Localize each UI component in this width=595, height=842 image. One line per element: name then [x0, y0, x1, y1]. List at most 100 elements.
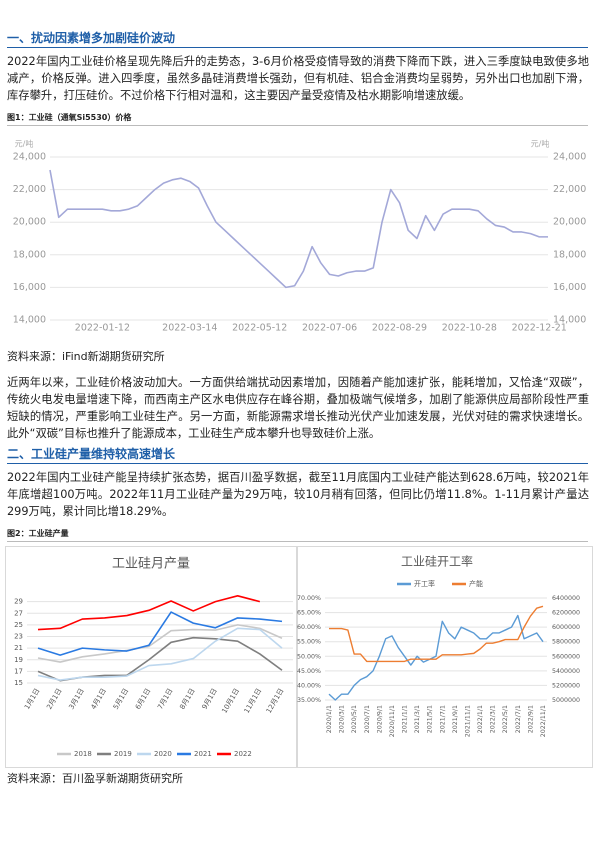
x-tick-label: 2021/3/1: [414, 705, 421, 733]
y-tick-label: 21: [14, 644, 23, 652]
x-tick-label: 2021/5/1: [427, 705, 434, 733]
x-tick-label: 2022/9/1: [527, 705, 534, 733]
y-tick-label: 60.00%: [297, 624, 321, 631]
y-tick-label: 18,000: [13, 249, 46, 260]
x-tick-label: 2022-10-28: [442, 323, 497, 334]
y2-tick-label: 5200000: [552, 682, 580, 689]
series-line: [329, 605, 544, 663]
chart-frame: [297, 546, 593, 768]
paragraph: 近两年以来，工业硅价格波动加大。一方面供给端扰动因素增加，因随着产能加速扩张，能…: [7, 376, 589, 440]
y2-tick-label: 5400000: [552, 668, 580, 675]
x-tick-label: 5月1日: [112, 687, 130, 711]
series-line: [37, 611, 283, 656]
x-tick-label: 7月1日: [156, 687, 174, 711]
figure-label: 图1：工业硅（通氧Si5530）价格: [7, 113, 132, 122]
y-tick-label: 40.00%: [297, 682, 321, 689]
section-heading: 一、扰动因素增多加剧硅价波动: [7, 31, 176, 45]
y-tick-label: 50.00%: [297, 653, 321, 660]
y2-tick-label: 22,000: [553, 184, 586, 195]
output-chart: 工业硅月产量 15 17 19 21 23 25 27 29 1月1日 2月1日 3月1日 4月1日 5月…: [5, 546, 297, 768]
y2-tick-label: 5600000: [552, 653, 580, 660]
legend-label: 2021: [194, 750, 212, 758]
y2-tick-label: 6400000: [552, 595, 580, 602]
y2-tick-label: 5000000: [552, 697, 580, 704]
x-tick-label: 2022-07-06: [302, 323, 357, 334]
x-tick-label: 2020/3/1: [339, 705, 346, 733]
x-tick-label: 2022-12-21: [512, 323, 567, 334]
series-line: [328, 614, 544, 701]
source: 资料来源：iFind新湖期货研究所: [7, 350, 165, 363]
y2-tick-label: 18,000: [553, 249, 586, 260]
y-tick-label: 14,000: [13, 315, 46, 326]
x-tick-label: 2022/11/1: [540, 705, 547, 737]
axis-unit: 元/吨: [531, 139, 550, 149]
legend-label: 2020: [154, 750, 172, 758]
legend-label: 开工率: [414, 579, 435, 588]
x-tick-label: 9月1日: [201, 687, 219, 711]
axis-unit: 元/吨: [15, 139, 34, 149]
x-tick-label: 2022-01-12: [75, 323, 130, 334]
figure-label: 图2：工业硅产量: [7, 529, 69, 538]
x-tick-label: 2020/1/1: [326, 705, 333, 733]
price-chart: 元/吨 元/吨 14,000 16,000 18,000 20,000 22,000 24,0…: [13, 139, 587, 334]
y-tick-label: 17: [14, 667, 23, 675]
x-tick-label: 2月1日: [45, 687, 63, 711]
y-tick-label: 29: [14, 598, 23, 606]
x-tick-label: 1月1日: [23, 687, 41, 711]
chart-title: 工业硅开工率: [401, 554, 473, 569]
y-tick-label: 23: [14, 633, 23, 641]
x-tick-label: 2022/3/1: [490, 705, 497, 733]
y-tick-label: 20,000: [13, 217, 46, 228]
y-tick-label: 25: [14, 621, 23, 629]
y-tick-label: 16,000: [13, 282, 46, 293]
legend-label: 2019: [114, 750, 132, 758]
y2-tick-label: 24,000: [553, 152, 586, 163]
y2-tick-label: 5800000: [552, 639, 580, 646]
y-tick-label: 15: [14, 679, 23, 687]
y-tick-label: 22,000: [13, 184, 46, 195]
x-tick-label: 2021/9/1: [452, 705, 459, 733]
y-tick-label: 55.00%: [297, 639, 321, 646]
figure-rule: [7, 541, 588, 542]
x-tick-label: 2022/1/1: [477, 705, 484, 733]
x-tick-label: 6月1日: [134, 687, 152, 711]
x-tick-label: 11月1日: [243, 687, 264, 715]
y2-tick-label: 20,000: [553, 217, 586, 228]
x-tick-label: 12月1日: [265, 687, 286, 715]
x-tick-label: 2021/7/1: [439, 705, 446, 733]
legend-label: 2018: [74, 750, 92, 758]
y2-tick-label: 6000000: [552, 624, 580, 631]
chart-frame: [5, 546, 297, 768]
heading-rule: [7, 463, 588, 464]
x-tick-label: 2022-05-12: [232, 323, 287, 334]
x-tick-label: 2020/9/1: [376, 705, 383, 733]
section-heading: 二、工业硅产量维持较高速增长: [7, 447, 176, 461]
x-tick-label: 10月1日: [220, 687, 241, 715]
x-tick-label: 2022-03-14: [162, 323, 217, 334]
y2-tick-label: 14,000: [553, 315, 586, 326]
legend-label: 产能: [469, 579, 483, 588]
x-tick-label: 2020/7/1: [364, 705, 371, 733]
x-tick-label: 2021/11/1: [464, 705, 471, 737]
y-tick-label: 45.00%: [297, 668, 321, 675]
x-tick-label: 2021/1/1: [402, 705, 409, 733]
x-tick-label: 3月1日: [67, 687, 85, 711]
series-line: [49, 169, 548, 289]
x-tick-label: 2022/5/1: [502, 705, 509, 733]
series-line: [37, 627, 283, 681]
y2-tick-label: 16,000: [553, 282, 586, 293]
y-tick-label: 65.00%: [297, 610, 321, 617]
y-tick-label: 70.00%: [297, 595, 321, 602]
x-tick-label: 4月1日: [90, 687, 108, 711]
x-tick-label: 2020/11/1: [389, 705, 396, 737]
utilization-chart: 工业硅开工率 35.00% 40.00% 45.00% 50.00% 55.00% 60.0…: [297, 546, 593, 768]
y-tick-label: 27: [14, 609, 23, 617]
figure-rule: [7, 125, 588, 126]
legend-label: 2022: [234, 750, 252, 758]
paragraph: 2022年国内工业硅产能呈持续扩张态势，据百川盈孚数据，截至11月底国内工业硅产…: [7, 471, 589, 518]
x-tick-label: 2022-08-29: [372, 323, 427, 334]
x-tick-label: 2022/7/1: [515, 705, 522, 733]
source: 资料来源：百川盈孚新湖期货研究所: [7, 772, 183, 785]
chart-title: 工业硅月产量: [112, 557, 190, 572]
